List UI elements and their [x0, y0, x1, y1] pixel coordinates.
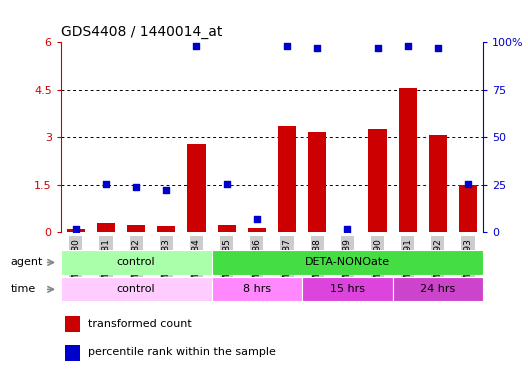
- Point: [283, 43, 291, 49]
- Bar: [65, 316, 80, 332]
- Bar: [97, 223, 115, 232]
- Text: 8 hrs: 8 hrs: [243, 284, 271, 295]
- Point: [464, 181, 472, 187]
- Point: [433, 45, 442, 51]
- Point: [373, 45, 382, 51]
- Text: 15 hrs: 15 hrs: [330, 284, 365, 295]
- Bar: [61, 277, 212, 301]
- Bar: [157, 226, 175, 232]
- Point: [192, 43, 201, 49]
- Text: control: control: [117, 257, 155, 268]
- Bar: [308, 132, 326, 232]
- Point: [403, 43, 412, 49]
- Bar: [187, 144, 205, 232]
- Point: [343, 226, 352, 232]
- Bar: [459, 185, 477, 232]
- Bar: [218, 225, 235, 232]
- Point: [132, 184, 140, 190]
- Bar: [212, 250, 483, 275]
- Text: time: time: [11, 284, 36, 295]
- Point: [102, 181, 110, 187]
- Point: [72, 226, 80, 232]
- Bar: [399, 88, 417, 232]
- Bar: [278, 126, 296, 232]
- Bar: [248, 228, 266, 232]
- Text: agent: agent: [11, 257, 43, 268]
- Bar: [67, 228, 85, 232]
- Bar: [212, 277, 302, 301]
- Point: [252, 216, 261, 222]
- Text: 24 hrs: 24 hrs: [420, 284, 456, 295]
- Text: DETA-NONOate: DETA-NONOate: [305, 257, 390, 268]
- Point: [313, 45, 322, 51]
- Text: control: control: [117, 284, 155, 295]
- Bar: [302, 277, 393, 301]
- Point: [222, 181, 231, 187]
- Bar: [65, 345, 80, 361]
- Text: GDS4408 / 1440014_at: GDS4408 / 1440014_at: [61, 25, 222, 39]
- Point: [162, 187, 171, 193]
- Text: percentile rank within the sample: percentile rank within the sample: [88, 347, 276, 358]
- Bar: [369, 129, 386, 232]
- Bar: [429, 135, 447, 232]
- Bar: [393, 277, 483, 301]
- Text: transformed count: transformed count: [88, 318, 192, 329]
- Bar: [127, 225, 145, 232]
- Bar: [61, 250, 212, 275]
